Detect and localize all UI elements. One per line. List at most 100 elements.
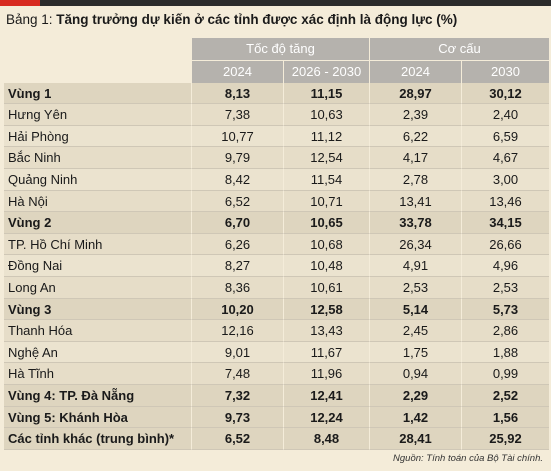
row-label: Hà Tĩnh bbox=[4, 363, 191, 385]
row-value: 2,29 bbox=[369, 384, 461, 407]
row-label: Hải Phòng bbox=[4, 125, 191, 148]
row-value: 9,73 bbox=[191, 406, 283, 429]
row-value: 26,66 bbox=[461, 233, 549, 256]
row-value: 2,86 bbox=[461, 320, 549, 342]
row-value: 28,41 bbox=[369, 428, 461, 450]
table-row: Nghệ An 9,01 11,67 1,75 1,88 bbox=[4, 341, 549, 364]
row-value: 1,42 bbox=[369, 406, 461, 429]
table-row: Hưng Yên 7,38 10,63 2,39 2,40 bbox=[4, 104, 549, 126]
row-value: 10,71 bbox=[283, 190, 369, 213]
header-blank bbox=[4, 38, 191, 60]
row-value: 8,36 bbox=[191, 276, 283, 299]
table-row: Vùng 2 6,70 10,65 33,78 34,15 bbox=[4, 212, 549, 234]
row-label: Vùng 3 bbox=[4, 298, 191, 321]
row-value: 10,61 bbox=[283, 276, 369, 299]
row-value: 4,91 bbox=[369, 255, 461, 277]
table-row: Vùng 4: TP. Đà Nẵng 7,32 12,41 2,29 2,52 bbox=[4, 384, 549, 407]
table-row: Hà Nội 6,52 10,71 13,41 13,46 bbox=[4, 190, 549, 213]
row-value: 10,48 bbox=[283, 255, 369, 277]
row-label: Hà Nội bbox=[4, 190, 191, 213]
table-row: Vùng 1 8,13 11,15 28,97 30,12 bbox=[4, 82, 549, 105]
header-col: 2024 bbox=[191, 61, 283, 83]
row-value: 25,92 bbox=[461, 428, 549, 450]
row-value: 11,54 bbox=[283, 168, 369, 191]
table-row: TP. Hồ Chí Minh 6,26 10,68 26,34 26,66 bbox=[4, 233, 549, 256]
table-caption: Tăng trưởng dự kiến ở các tỉnh được xác … bbox=[56, 12, 458, 27]
row-label: TP. Hồ Chí Minh bbox=[4, 233, 191, 256]
table-number: Bảng 1: bbox=[6, 12, 57, 27]
table-row: Hải Phòng 10,77 11,12 6,22 6,59 bbox=[4, 125, 549, 148]
row-value: 26,34 bbox=[369, 233, 461, 256]
accent-red-block bbox=[0, 0, 40, 6]
row-value: 3,00 bbox=[461, 168, 549, 191]
row-value: 4,96 bbox=[461, 255, 549, 277]
row-value: 6,22 bbox=[369, 125, 461, 148]
row-value: 2,53 bbox=[461, 276, 549, 299]
row-label: Long An bbox=[4, 276, 191, 299]
row-value: 12,24 bbox=[283, 406, 369, 429]
row-label: Vùng 2 bbox=[4, 212, 191, 234]
table-row: Thanh Hóa 12,16 13,43 2,45 2,86 bbox=[4, 320, 549, 342]
row-value: 10,65 bbox=[283, 212, 369, 234]
row-value: 13,43 bbox=[283, 320, 369, 342]
table-row: Các tỉnh khác (trung bình)* 6,52 8,48 28,41… bbox=[4, 428, 549, 450]
row-value: 6,26 bbox=[191, 233, 283, 256]
row-value: 2,52 bbox=[461, 384, 549, 407]
table-row: Long An 8,36 10,61 2,53 2,53 bbox=[4, 276, 549, 299]
table-row: Hà Tĩnh 7,48 11,96 0,94 0,99 bbox=[4, 363, 549, 385]
header-blank bbox=[4, 61, 191, 83]
row-value: 1,75 bbox=[369, 341, 461, 364]
header-year-row: 2024 2026 - 2030 2024 2030 bbox=[4, 60, 549, 83]
row-label: Đồng Nai bbox=[4, 255, 191, 277]
row-value: 10,20 bbox=[191, 298, 283, 321]
row-value: 13,46 bbox=[461, 190, 549, 213]
row-value: 8,48 bbox=[283, 428, 369, 450]
row-value: 12,16 bbox=[191, 320, 283, 342]
row-value: 4,67 bbox=[461, 147, 549, 169]
row-value: 10,63 bbox=[283, 104, 369, 126]
row-value: 2,40 bbox=[461, 104, 549, 126]
row-label: Vùng 4: TP. Đà Nẵng bbox=[4, 384, 191, 407]
row-value: 2,53 bbox=[369, 276, 461, 299]
row-value: 28,97 bbox=[369, 82, 461, 105]
header-col: 2026 - 2030 bbox=[283, 61, 369, 83]
row-value: 0,99 bbox=[461, 363, 549, 385]
row-value: 6,59 bbox=[461, 125, 549, 148]
row-value: 33,78 bbox=[369, 212, 461, 234]
header-group-row: Tốc độ tăng Cơ cấu bbox=[4, 38, 549, 60]
table-row: Bắc Ninh 9,79 12,54 4,17 4,67 bbox=[4, 147, 549, 169]
row-value: 5,73 bbox=[461, 298, 549, 321]
row-value: 9,01 bbox=[191, 341, 283, 364]
row-value: 2,45 bbox=[369, 320, 461, 342]
row-value: 6,52 bbox=[191, 428, 283, 450]
row-label: Quảng Ninh bbox=[4, 168, 191, 191]
row-label: Vùng 1 bbox=[4, 82, 191, 105]
row-value: 12,54 bbox=[283, 147, 369, 169]
row-value: 10,68 bbox=[283, 233, 369, 256]
row-value: 30,12 bbox=[461, 82, 549, 105]
source-note: Nguồn: Tính toán của Bộ Tài chính. bbox=[393, 453, 543, 464]
row-value: 11,12 bbox=[283, 125, 369, 148]
table-row: Vùng 3 10,20 12,58 5,14 5,73 bbox=[4, 298, 549, 321]
row-value: 7,38 bbox=[191, 104, 283, 126]
row-value: 9,79 bbox=[191, 147, 283, 169]
header-col: 2030 bbox=[461, 61, 549, 83]
table-body: Vùng 1 8,13 11,15 28,97 30,12 Hưng Yên 7,38 10,… bbox=[4, 82, 549, 450]
row-value: 10,77 bbox=[191, 125, 283, 148]
row-value: 5,14 bbox=[369, 298, 461, 321]
row-label: Thanh Hóa bbox=[4, 320, 191, 342]
row-value: 0,94 bbox=[369, 363, 461, 385]
row-value: 1,56 bbox=[461, 406, 549, 429]
table-row: Vùng 5: Khánh Hòa 9,73 12,24 1,42 1,56 bbox=[4, 406, 549, 429]
header-group-growth: Tốc độ tăng bbox=[191, 38, 369, 60]
row-value: 1,88 bbox=[461, 341, 549, 364]
row-label: Các tỉnh khác (trung bình)* bbox=[4, 428, 191, 450]
header-col: 2024 bbox=[369, 61, 461, 83]
row-value: 11,15 bbox=[283, 82, 369, 105]
row-value: 12,58 bbox=[283, 298, 369, 321]
row-value: 7,48 bbox=[191, 363, 283, 385]
row-value: 2,39 bbox=[369, 104, 461, 126]
row-label: Nghệ An bbox=[4, 341, 191, 364]
header-group-structure: Cơ cấu bbox=[369, 38, 549, 60]
growth-table: Tốc độ tăng Cơ cấu 2024 2026 - 2030 2024… bbox=[4, 38, 549, 450]
